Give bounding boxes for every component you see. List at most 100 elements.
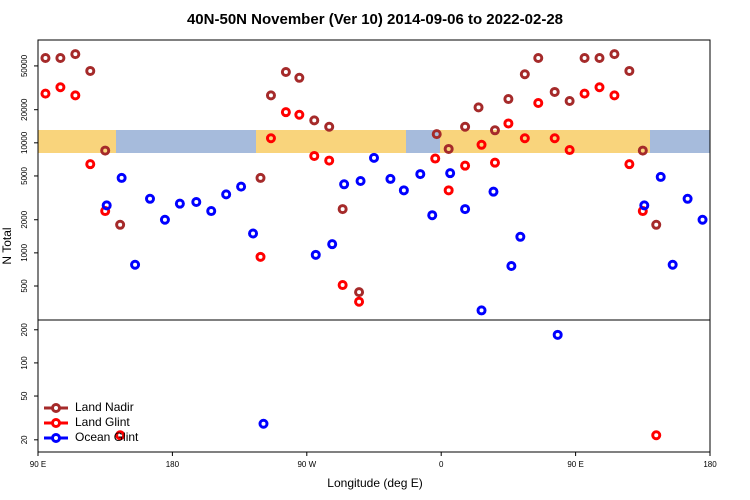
data-point: [355, 175, 366, 186]
data-point: [473, 102, 484, 113]
data-point: [488, 186, 499, 197]
data-point: [85, 65, 96, 76]
map-band: [38, 130, 710, 153]
data-point: [489, 125, 500, 136]
data-point: [40, 53, 51, 64]
y-tick-label: 20000: [20, 98, 29, 121]
data-point: [309, 150, 320, 161]
data-point: [40, 88, 51, 99]
data-point: [651, 430, 662, 441]
data-point: [655, 171, 666, 182]
data-point: [385, 173, 396, 184]
data-point: [506, 260, 517, 271]
legend-label: Land Glint: [75, 415, 130, 429]
x-tick-label: 90 E: [567, 460, 583, 469]
data-point: [579, 88, 590, 99]
data-point: [443, 143, 454, 154]
data-point: [236, 181, 247, 192]
data-point: [549, 86, 560, 97]
y-tick-label: 500: [20, 279, 29, 293]
data-point: [116, 172, 127, 183]
data-point: [85, 159, 96, 170]
data-point: [70, 49, 81, 60]
data-point: [130, 259, 141, 270]
data-point: [533, 53, 544, 64]
data-point: [294, 109, 305, 120]
data-point: [489, 157, 500, 168]
data-point: [398, 185, 409, 196]
data-point: [564, 95, 575, 106]
x-tick-label: 180: [703, 460, 717, 469]
data-point: [624, 65, 635, 76]
data-point: [221, 189, 232, 200]
data-point: [174, 198, 185, 209]
legend-marker: [51, 433, 61, 443]
data-point: [206, 206, 217, 217]
data-point: [324, 121, 335, 132]
data-point: [443, 185, 454, 196]
data-point: [265, 133, 276, 144]
data-point: [430, 153, 441, 164]
data-point: [265, 90, 276, 101]
y-tick-label: 200: [20, 323, 29, 337]
data-point: [609, 90, 620, 101]
data-point: [337, 204, 348, 215]
data-point: [476, 139, 487, 150]
data-point: [519, 133, 530, 144]
data-point: [519, 69, 530, 80]
x-tick-label: 90 W: [297, 460, 316, 469]
data-point: [258, 418, 269, 429]
data-point: [255, 251, 266, 262]
data-point: [503, 94, 514, 105]
data-point: [115, 219, 126, 230]
data-point: [327, 239, 338, 250]
data-point: [294, 72, 305, 83]
data-point: [55, 53, 66, 64]
y-tick-label: 2000: [20, 210, 29, 228]
data-point: [624, 159, 635, 170]
data-point: [431, 129, 442, 140]
data-point: [609, 49, 620, 60]
data-point: [55, 82, 66, 93]
plot-frame: [37, 39, 711, 453]
data-point: [552, 329, 563, 340]
data-point: [639, 200, 650, 211]
data-point: [191, 196, 202, 207]
data-point: [310, 249, 321, 260]
data-point: [651, 219, 662, 230]
data-point: [415, 169, 426, 180]
x-axis-label: Longitude (deg E): [327, 476, 422, 490]
y-axis-label: N Total: [0, 227, 14, 264]
data-point: [354, 296, 365, 307]
data-point: [533, 98, 544, 109]
data-point: [101, 200, 112, 211]
data-point: [427, 210, 438, 221]
data-point: [280, 67, 291, 78]
data-point: [324, 155, 335, 166]
data-point: [248, 228, 259, 239]
data-point: [339, 179, 350, 190]
data-point: [354, 287, 365, 298]
data-point: [503, 118, 514, 129]
data-point: [579, 53, 590, 64]
data-point: [100, 145, 111, 156]
data-point: [564, 145, 575, 156]
data-point: [697, 214, 708, 225]
y-tick-label: 10000: [20, 131, 29, 154]
data-point: [594, 53, 605, 64]
data-point: [70, 90, 81, 101]
y-tick-label: 20: [20, 435, 29, 444]
legend-label: Ocean Glint: [75, 430, 139, 444]
data-point: [460, 121, 471, 132]
x-tick-label: 90 E: [30, 460, 46, 469]
y-tick-label: 50000: [20, 54, 29, 77]
legend-label: Land Nadir: [75, 400, 134, 414]
data-point: [637, 145, 648, 156]
data-point: [255, 172, 266, 183]
data-point: [337, 280, 348, 291]
data-point: [445, 168, 456, 179]
data-point: [280, 107, 291, 118]
y-tick-label: 1000: [20, 243, 29, 261]
x-tick-label: 0: [439, 460, 444, 469]
data-point: [476, 305, 487, 316]
